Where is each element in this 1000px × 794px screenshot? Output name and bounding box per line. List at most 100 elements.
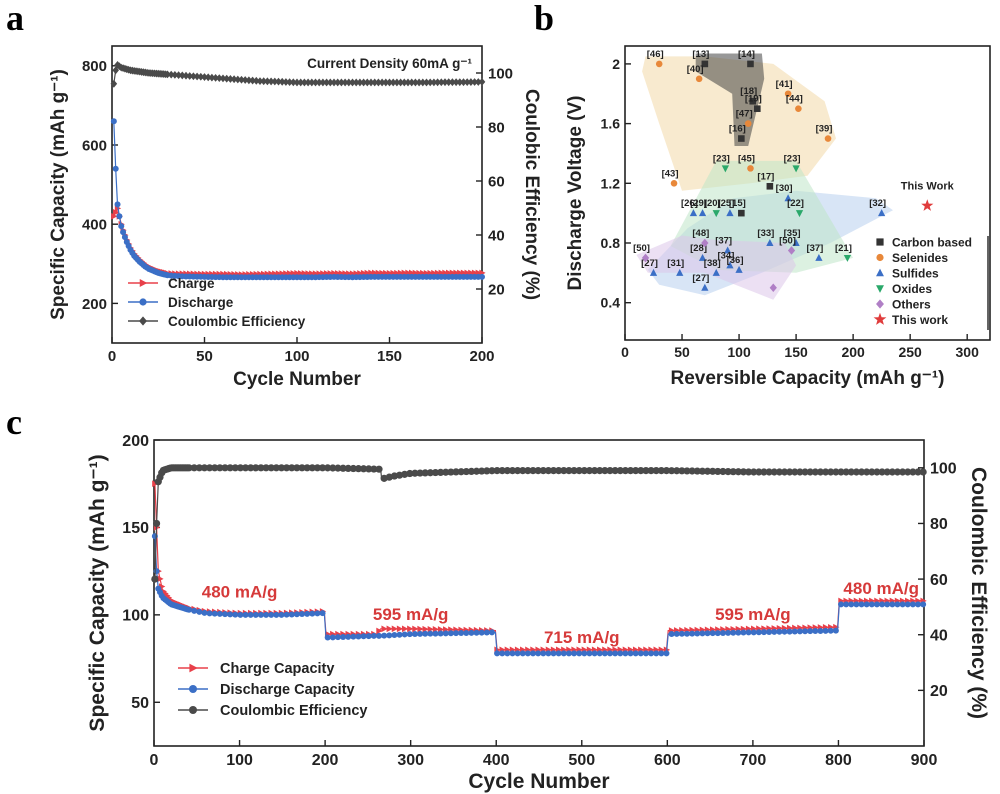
point-discharge-capacity [843, 601, 850, 608]
point-coulombic-efficiency [775, 468, 784, 476]
ref-label: [33] [757, 228, 774, 239]
point-coulombic-efficiency [334, 78, 341, 87]
point-coulombic-efficiency [570, 467, 578, 475]
point-coulombic-efficiency [262, 464, 270, 472]
point-coulombic-efficiency [349, 464, 357, 473]
point-coulombic-efficiency [863, 468, 871, 476]
x-tick-label: 600 [654, 752, 681, 769]
point-coulombic-efficiency [234, 75, 242, 84]
point-coulombic-efficiency [471, 78, 478, 86]
point-coulombic-efficiency [260, 77, 267, 86]
point-coulombic-efficiency [441, 78, 449, 87]
point-discharge-capacity [473, 629, 480, 636]
point-discharge-capacity [499, 650, 506, 657]
point-coulombic-efficiency [264, 77, 271, 86]
point-discharge-capacity [293, 611, 300, 618]
legend-label-this-work: This work [892, 313, 948, 327]
point-discharge-capacity [627, 650, 634, 657]
y-tick-label: 600 [82, 137, 107, 154]
point-discharge-capacity [802, 628, 809, 635]
y2-tick-label: 20 [488, 281, 505, 298]
point-coulombic-efficiency [560, 467, 568, 475]
point-coulombic-efficiency [642, 467, 650, 475]
x-tick-label: 300 [397, 752, 424, 769]
point-discharge-capacity [725, 629, 732, 636]
point-coulombic-efficiency [462, 467, 470, 476]
point-discharge-capacity [873, 601, 880, 608]
point-coulombic-efficiency [868, 468, 876, 476]
point-charge-capacity [386, 625, 393, 633]
point-selenides [747, 165, 754, 172]
point-coulombic-efficiency [460, 78, 467, 87]
point-discharge-capacity [684, 630, 691, 637]
point-sulfides [735, 265, 743, 273]
x-axis-label: Cycle Number [468, 770, 609, 793]
point-discharge-capacity [283, 611, 290, 618]
point-discharge-capacity [211, 610, 218, 617]
point-this-work [921, 199, 934, 211]
ref-label: [19] [745, 94, 762, 105]
point-coulombic-efficiency [349, 78, 356, 87]
point-coulombic-efficiency [334, 464, 342, 472]
point-coulombic-efficiency [301, 78, 308, 87]
point-charge-capacity [401, 625, 409, 633]
point-coulombic-efficiency [360, 78, 367, 87]
chart-panel-c: 0 100 200 300 400 500 600 700 800 900 50 100 150 200 2… [86, 433, 990, 793]
point-coulombic-efficiency [909, 468, 917, 476]
point-coulombic-efficiency [370, 465, 378, 473]
point-carbon-based [701, 60, 709, 68]
point-discharge-capacity [201, 609, 208, 616]
point-charge-capacity [417, 625, 424, 633]
point-coulombic-efficiency [323, 78, 330, 87]
point-coulombic-efficiency [223, 74, 230, 83]
point-discharge-capacity [868, 601, 875, 608]
point-coulombic-efficiency [201, 73, 208, 81]
y-tick-label: 0.4 [601, 295, 621, 311]
point-discharge-capacity [909, 601, 916, 608]
legend-label-discharge: Discharge [168, 295, 234, 310]
x-tick-label: 100 [226, 752, 253, 769]
point-discharge-capacity [745, 629, 752, 636]
legend-label-discharge-capacity: Discharge Capacity [220, 682, 355, 698]
point-coulombic-efficiency [345, 78, 353, 87]
point-coulombic-efficiency [452, 468, 460, 476]
y-tick-label: 200 [82, 296, 107, 313]
point-discharge-capacity [586, 650, 593, 657]
point-coulombic-efficiency [367, 78, 375, 87]
ref-label: [17] [757, 171, 774, 182]
point-coulombic-efficiency [212, 73, 219, 82]
point-coulombic-efficiency [714, 467, 722, 476]
ref-label: [28] [690, 243, 707, 254]
panel-letter-b: b [534, 0, 554, 38]
point-selenides [670, 179, 678, 187]
ref-label: [21] [835, 243, 852, 254]
legend-label-selenides: Selenides [892, 251, 948, 265]
point-discharge-capacity [153, 568, 160, 575]
point-coulombic-efficiency [375, 465, 383, 473]
point-discharge-capacity [822, 627, 829, 634]
point-coulombic-efficiency [375, 78, 382, 87]
ref-label: [47] [736, 109, 753, 120]
rate-label: 480 mA/g [202, 582, 278, 601]
point-coulombic-efficiency [230, 75, 238, 84]
point-coulombic-efficiency [467, 78, 475, 86]
ref-label: [14] [738, 49, 755, 60]
x-tick-label: 400 [483, 752, 510, 769]
point-coulombic-efficiency [112, 66, 119, 75]
point-coulombic-efficiency [421, 469, 429, 477]
y-tick-label: 100 [122, 608, 149, 625]
point-coulombic-efficiency [452, 78, 460, 87]
point-discharge-capacity [447, 630, 454, 637]
point-discharge-capacity [560, 650, 567, 657]
point-coulombic-efficiency [167, 70, 175, 79]
point-coulombic-efficiency [110, 79, 118, 88]
point-discharge-capacity [360, 633, 367, 640]
plot-frame [624, 45, 991, 341]
point-discharge-capacity [386, 632, 393, 639]
point-coulombic-efficiency [508, 467, 517, 475]
point-discharge [114, 201, 121, 208]
y2-tick-label: 60 [488, 173, 505, 190]
point-discharge-capacity [191, 607, 198, 614]
point-coulombic-efficiency [431, 468, 440, 477]
